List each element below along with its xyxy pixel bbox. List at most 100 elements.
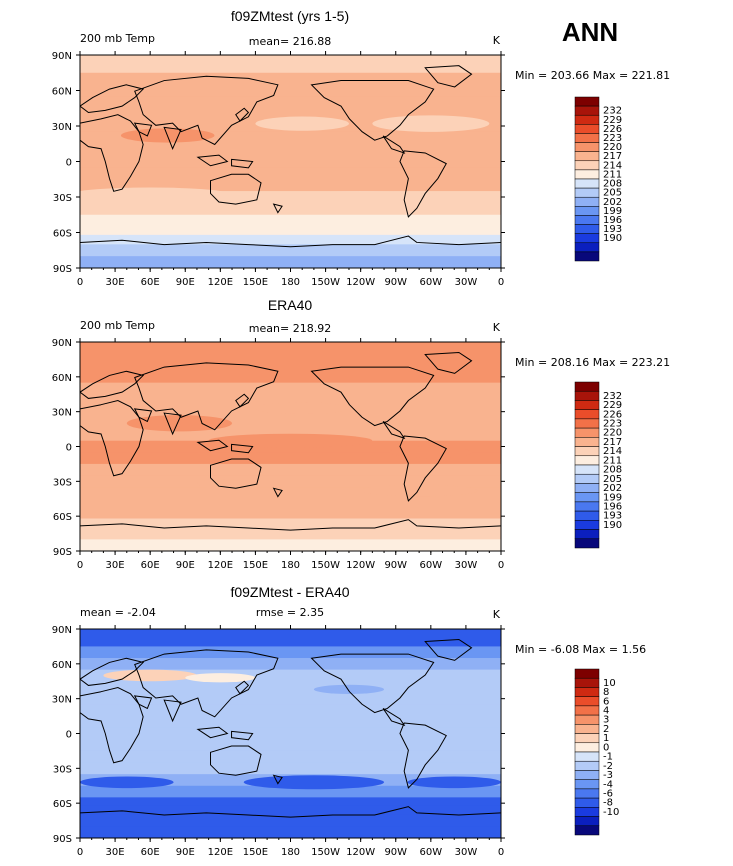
panel-model: f09ZMtest (yrs 1-5) 200 mb Temp mean= 21… — [52, 8, 670, 288]
coastline — [80, 401, 143, 476]
coastline — [211, 459, 262, 488]
field-band — [80, 518, 501, 529]
panel-minmax-label: Min = 203.66 Max = 221.81 — [515, 69, 670, 82]
colorbar: 2322292262232202172142112082052021991961… — [574, 381, 622, 549]
field-band — [80, 716, 501, 729]
field-band — [80, 244, 501, 257]
colorbar-segment — [574, 483, 600, 493]
panel-minmax-label: Min = -6.08 Max = 1.56 — [515, 643, 646, 656]
field-band — [80, 498, 501, 511]
lon-tick-label: 30E — [106, 277, 125, 288]
coastline — [198, 155, 227, 166]
colorbar-segment — [574, 807, 600, 817]
coastline — [211, 174, 262, 204]
panel-rmse-label: rmse = 2.35 — [256, 606, 324, 619]
lon-tick-label: 60E — [141, 847, 160, 858]
field-band — [80, 359, 501, 372]
field-band — [80, 394, 501, 407]
colorbar-label: 2 — [603, 724, 609, 735]
colorbar-segment — [574, 242, 600, 253]
colorbar-label: 232 — [603, 106, 622, 117]
colorbar-segment — [574, 96, 600, 107]
coastlines — [80, 639, 501, 817]
colorbar-segment — [574, 677, 600, 688]
lon-tick-label: 30W — [455, 560, 478, 571]
lon-tick-label: 180 — [281, 277, 300, 288]
field-band — [80, 785, 501, 798]
colorbar-label: 217 — [603, 437, 622, 448]
field-band — [80, 382, 501, 395]
coastline — [312, 654, 434, 713]
colorbar-label: 220 — [603, 142, 622, 153]
field-band — [80, 55, 501, 74]
map-field — [80, 55, 501, 268]
lat-tick-label: 0 — [66, 730, 72, 741]
colorbar-label: 223 — [603, 133, 622, 144]
field-feature — [185, 673, 256, 683]
coastline — [198, 440, 227, 450]
colorbar-label: 232 — [603, 391, 622, 402]
lon-tick-label: 60W — [420, 560, 443, 571]
lon-tick-label: 0 — [77, 277, 83, 288]
lat-tick-label: 60N — [52, 373, 72, 384]
field-band — [80, 727, 501, 740]
lat-tick-label: 60N — [52, 87, 72, 98]
field-band — [80, 762, 501, 775]
colorbar-segment — [574, 187, 600, 198]
field-band — [80, 234, 501, 245]
coastline — [135, 650, 278, 717]
colorbar-segment — [574, 816, 600, 827]
lon-tick-label: 120W — [346, 560, 375, 571]
lon-tick-label: 30W — [455, 847, 478, 858]
colorbar-segment — [574, 196, 600, 207]
coastlines — [80, 66, 501, 247]
panel-mean-label: mean= 216.88 — [249, 35, 331, 48]
coastline — [211, 746, 262, 775]
colorbar-segment — [574, 733, 600, 744]
map-axes: 90N 60N 30N 0 30S 60S 90S 0 30E 60E 90E 120E 150E 180… — [52, 338, 505, 571]
panel-variable-label: 200 mb Temp — [80, 319, 155, 332]
colorbar-segment — [574, 251, 600, 262]
colorbar-label: 1 — [603, 733, 609, 744]
colorbar-segment — [574, 687, 600, 697]
colorbar-label: 208 — [603, 179, 622, 190]
colorbar-segment — [574, 788, 600, 799]
field-feature — [255, 402, 349, 414]
field-band — [80, 739, 501, 752]
colorbar-segment — [574, 124, 600, 134]
coastline — [236, 108, 249, 121]
colorbar-label: -4 — [603, 779, 613, 790]
lon-tick-label: 150W — [311, 847, 340, 858]
lat-tick-label: 60S — [53, 512, 72, 523]
panel-units-label: K — [493, 608, 501, 621]
colorbar-segment — [574, 779, 600, 790]
colorbar-label: 10 — [603, 678, 616, 689]
colorbar-label: -1 — [603, 752, 613, 763]
colorbar-segment — [574, 797, 600, 808]
colorbar-segment — [574, 473, 600, 484]
colorbar-label: 193 — [603, 224, 622, 235]
field-feature — [313, 684, 385, 695]
colorbar-label: -8 — [603, 798, 613, 809]
lon-tick-label: 150E — [243, 277, 268, 288]
field-band — [80, 692, 501, 706]
lat-tick-label: 30N — [52, 122, 72, 133]
coastline — [80, 85, 143, 113]
colorbar-segment — [574, 142, 600, 152]
coastline — [312, 367, 434, 426]
colorbar-segment — [574, 455, 600, 466]
colorbar-label: 214 — [603, 160, 622, 171]
coastlines — [80, 352, 501, 530]
colorbar-segment — [574, 133, 600, 143]
coastline — [164, 127, 181, 148]
lon-tick-label: 150E — [243, 560, 268, 571]
colorbar-segment — [574, 724, 600, 734]
colorbar-label: 6 — [603, 696, 609, 707]
colorbar-label: 8 — [603, 687, 609, 698]
lon-tick-label: 30W — [455, 277, 478, 288]
coastline — [425, 639, 471, 660]
lon-tick-label: 60E — [141, 277, 160, 288]
field-feature — [126, 415, 233, 432]
coastline — [274, 488, 282, 496]
colorbar-label: 211 — [603, 169, 622, 180]
